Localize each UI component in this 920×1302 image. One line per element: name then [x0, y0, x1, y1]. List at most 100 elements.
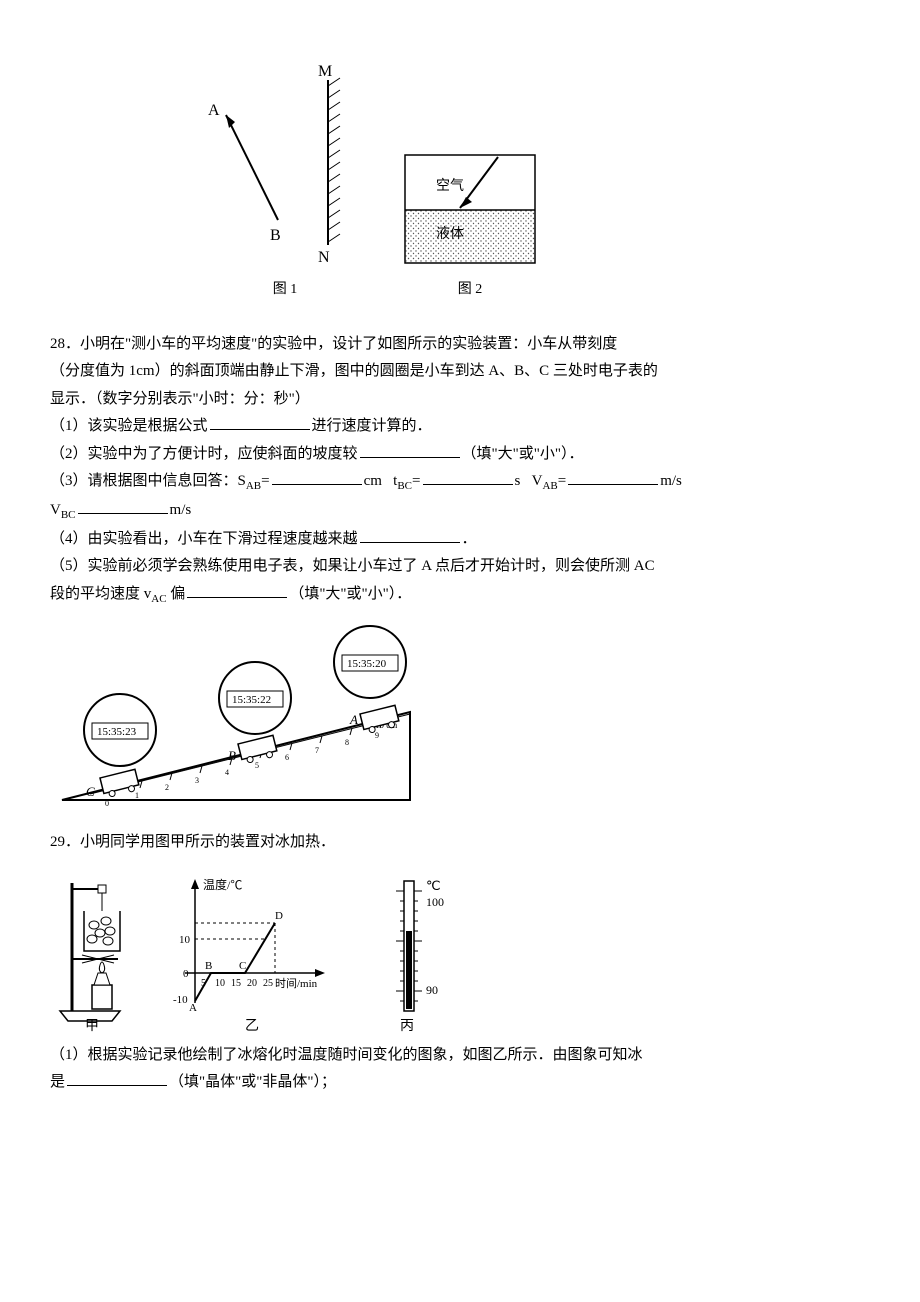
label-M: M — [318, 63, 332, 80]
figure-1: M N A B 图 1 — [200, 60, 370, 302]
svg-text:10: 10 — [215, 978, 225, 989]
q29-pt-a: A — [189, 1002, 197, 1014]
q28-part2: （2）实验中为了方便计时，应使斜面的坡度较 （填"大"或"小"）． — [50, 442, 870, 468]
q28-lab-b: B — [228, 748, 236, 763]
label-B: B — [270, 227, 281, 244]
q28-sub-bc-2: BC — [61, 509, 76, 521]
q28-unit-ms1: m/s — [660, 473, 682, 489]
svg-text:8: 8 — [345, 738, 349, 747]
svg-text:20: 20 — [247, 978, 257, 989]
q28-sub-ab-1: AB — [246, 480, 261, 492]
q28-blank-sab[interactable] — [272, 469, 362, 485]
svg-text:9: 9 — [375, 731, 379, 740]
q28-eq2: = — [412, 473, 420, 489]
q28-blank-vab[interactable] — [568, 469, 658, 485]
q28-part3-line1: （3）请根据图中信息回答：SAB=cm tBC=s VAB=m/s — [50, 469, 870, 496]
svg-text:15: 15 — [231, 978, 241, 989]
q29-pt-b: B — [205, 960, 212, 972]
q29-part1-line2: 是 （填"晶体"或"非晶体"）； — [50, 1070, 870, 1096]
q28-p4a: （4）由实验看出，小车在下滑过程速度越来越 — [50, 531, 358, 547]
svg-text:5: 5 — [255, 761, 259, 770]
top-figure-row: M N A B 图 1 空气 液体 — [200, 60, 870, 302]
figure-2: 空气 液体 图 2 — [400, 135, 540, 302]
q28-intro-line1: 28．小明在"测小车的平均速度"的实验中，设计了如图所示的实验装置：小车从带刻度 — [50, 332, 870, 358]
question-28: 28．小明在"测小车的平均速度"的实验中，设计了如图所示的实验装置：小车从带刻度… — [50, 332, 870, 811]
q28-intro-line2: （分度值为 1cm）的斜面顶端由静止下滑，图中的圆圈是小车到达 A、B、C 三处… — [50, 359, 870, 385]
q28-time-b: 15:35:22 — [232, 694, 271, 706]
liquid-label: 液体 — [436, 226, 464, 242]
question-29: 29．小明同学用图甲所示的装置对冰加热． — [50, 830, 870, 1096]
label-N: N — [318, 249, 330, 266]
q28-unit-cm: cm — [364, 473, 382, 489]
q28-blank-trend[interactable] — [360, 527, 460, 543]
q29-thermo-90: 90 — [426, 983, 438, 997]
q28-unit-s: s — [515, 473, 521, 489]
q28-unit-ms2: m/s — [170, 502, 192, 518]
q28-vbc: V — [50, 502, 61, 518]
svg-text:0: 0 — [105, 799, 109, 808]
q28-vab: V — [532, 473, 543, 489]
q28-eq1: = — [261, 473, 269, 489]
q28-blank-formula[interactable] — [210, 414, 310, 430]
q28-sub-bc-1: BC — [397, 480, 412, 492]
q28-p5c: 偏 — [167, 586, 186, 602]
q28-lab-a: A — [349, 712, 358, 727]
q28-p1a: （1）该实验是根据公式 — [50, 418, 208, 434]
q28-part1: （1）该实验是根据公式 进行速度计算的． — [50, 414, 870, 440]
q28-p2b: （填"大"或"小"）． — [462, 446, 584, 462]
q29-cap-jia: 甲 — [85, 1019, 99, 1033]
svg-text:0: 0 — [183, 968, 189, 980]
q29-diagram: 甲 温度/℃ 10 0 -10 5 10 15 20 25 — [50, 868, 870, 1033]
q29-blank-crystal[interactable] — [67, 1070, 167, 1086]
q28-diagram: 0 1 2 3 4 5 6 7 8 9 10 cm — [50, 620, 870, 810]
q29-xlabel: 时间/min — [275, 977, 318, 990]
figure-1-caption: 图 1 — [273, 278, 298, 302]
q28-part5-line1: （5）实验前必须学会熟练使用电子表，如果让小车过了 A 点后才开始计时，则会使所… — [50, 554, 870, 580]
svg-text:7: 7 — [315, 746, 319, 755]
label-A: A — [208, 102, 220, 119]
q28-p4b: ． — [462, 531, 477, 547]
q29-thermo-unit: ℃ — [426, 878, 441, 893]
svg-text:2: 2 — [165, 783, 169, 792]
svg-text:25: 25 — [263, 978, 273, 989]
q28-part4: （4）由实验看出，小车在下滑过程速度越来越 ． — [50, 527, 870, 553]
figure-2-caption: 图 2 — [458, 278, 483, 302]
q29-cap-bing: 丙 — [400, 1019, 414, 1033]
q29-p1c: （填"晶体"或"非晶体"）； — [169, 1074, 336, 1090]
q28-blank-slope[interactable] — [360, 442, 460, 458]
q28-blank-vbc[interactable] — [78, 498, 168, 514]
q28-p5d: （填"大"或"小"）． — [289, 586, 411, 602]
q29-ylabel: 温度/℃ — [203, 877, 242, 892]
q28-blank-tbc[interactable] — [423, 469, 513, 485]
q29-pt-d: D — [275, 910, 283, 922]
svg-text:10: 10 — [179, 934, 191, 946]
svg-text:1: 1 — [135, 791, 139, 800]
q28-time-c: 15:35:23 — [97, 726, 137, 738]
q28-part3-line2: VBC m/s — [50, 498, 870, 525]
svg-text:-10: -10 — [173, 994, 188, 1006]
q28-time-a: 15:35:20 — [347, 658, 387, 670]
q28-p2a: （2）实验中为了方便计时，应使斜面的坡度较 — [50, 446, 358, 462]
figure-2-svg: 空气 液体 — [400, 135, 540, 270]
q28-eq3: = — [558, 473, 566, 489]
svg-text:4: 4 — [225, 768, 229, 777]
q28-lab-c: C — [86, 784, 95, 799]
q29-p1b: 是 — [50, 1074, 65, 1090]
q29-part1-line1: （1）根据实验记录他绘制了冰熔化时温度随时间变化的图象，如图乙所示．由图象可知冰 — [50, 1043, 870, 1069]
q29-cap-yi: 乙 — [245, 1018, 259, 1033]
q28-intro-line3: 显示．（数字分别表示"小时：分：秒"） — [50, 387, 870, 413]
q28-part5-line2: 段的平均速度 vAC 偏（填"大"或"小"）． — [50, 582, 870, 609]
q29-svg: 甲 温度/℃ 10 0 -10 5 10 15 20 25 — [50, 868, 480, 1033]
q28-p1b: 进行速度计算的． — [312, 418, 432, 434]
q28-p3a: （3）请根据图中信息回答：S — [50, 473, 246, 489]
q28-sub-ac: AC — [151, 593, 166, 605]
q29-pt-c: C — [239, 960, 246, 972]
svg-text:6: 6 — [285, 753, 289, 762]
q29-thermo-100: 100 — [426, 895, 444, 909]
svg-text:3: 3 — [195, 776, 199, 785]
q28-blank-bias[interactable] — [187, 582, 287, 598]
air-label: 空气 — [436, 178, 464, 194]
q28-svg: 0 1 2 3 4 5 6 7 8 9 10 cm — [50, 620, 430, 810]
figure-1-svg: M N A B — [200, 60, 370, 270]
q29-intro: 29．小明同学用图甲所示的装置对冰加热． — [50, 830, 870, 856]
